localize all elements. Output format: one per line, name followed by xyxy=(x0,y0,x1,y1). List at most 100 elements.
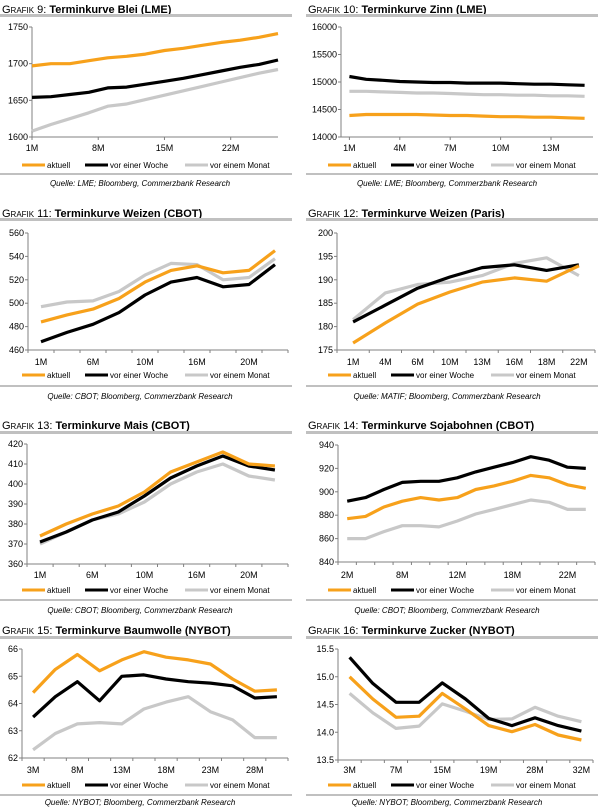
y-tick-label: 480 xyxy=(9,322,24,332)
legend-label: aktuell xyxy=(47,371,70,380)
x-tick-label: 16M xyxy=(188,570,206,580)
aktuell-line xyxy=(31,32,279,68)
chart-title-text: Terminkurve Mais (CBOT) xyxy=(55,420,190,432)
vor-einer-woche-line xyxy=(349,74,585,87)
y-tick-label: 15.0 xyxy=(316,672,334,682)
x-tick-label: 23M xyxy=(202,765,220,775)
y-tick-label: 840 xyxy=(319,557,334,567)
vor-einer-woche-line xyxy=(40,263,276,344)
legend-label: aktuell xyxy=(47,781,70,790)
source-note: Quelle: LME; Bloomberg, Commerzbank Rese… xyxy=(357,179,538,188)
bottom-rule xyxy=(0,173,292,175)
y-tick-label: 16000 xyxy=(312,22,337,32)
x-tick-label: 10M xyxy=(136,357,154,367)
x-tick-label: 3M xyxy=(343,765,356,775)
legend-label: aktuell xyxy=(353,781,376,790)
vor-einem-monat-line xyxy=(40,257,276,309)
source-note: Quelle: LME; Bloomberg, Commerzbank Rese… xyxy=(50,179,231,188)
source-note: Quelle: CBOT; Bloomberg, Commerzbank Res… xyxy=(47,392,233,401)
x-tick-label: 19M xyxy=(480,765,498,775)
y-tick-label: 1600 xyxy=(8,132,28,142)
chart-15: Grafik 15: Terminkurve Baumwolle (NYBOT) 6… xyxy=(0,625,292,807)
title-rule xyxy=(0,218,292,221)
figure-label: Grafik 11: xyxy=(2,208,52,220)
y-tick-label: 180 xyxy=(318,322,333,332)
y-tick-label: 15.5 xyxy=(316,644,334,654)
legend-label: vor einer Woche xyxy=(416,161,475,170)
y-tick-label: 370 xyxy=(8,539,23,549)
chart-title-text: Terminkurve Baumwolle (NYBOT) xyxy=(55,625,231,637)
aktuell-line xyxy=(347,473,587,521)
y-tick-label: 14500 xyxy=(312,105,337,115)
legend-label: aktuell xyxy=(353,371,376,380)
y-tick-label: 195 xyxy=(318,251,333,261)
figure-label: Grafik 15: xyxy=(2,625,52,637)
vor-einer-woche-line xyxy=(31,58,279,99)
x-tick-label: 10M xyxy=(441,357,459,367)
y-tick-label: 460 xyxy=(9,345,24,355)
bottom-rule xyxy=(306,599,598,601)
figure-label: Grafik 13: xyxy=(2,420,52,432)
y-tick-label: 860 xyxy=(319,534,334,544)
legend-label: aktuell xyxy=(47,586,70,595)
y-tick-label: 65 xyxy=(8,671,18,681)
y-tick-label: 540 xyxy=(9,251,24,261)
y-tick-label: 14.5 xyxy=(316,700,334,710)
aktuell-line xyxy=(31,650,277,694)
x-tick-label: 2M xyxy=(341,570,354,580)
source-note: Quelle: CBOT; Bloomberg, Commerzbank Res… xyxy=(47,606,233,615)
aktuell-line xyxy=(348,675,582,742)
aktuell-line xyxy=(40,249,276,324)
y-tick-label: 66 xyxy=(8,644,18,654)
y-tick-label: 190 xyxy=(318,275,333,285)
x-tick-label: 7M xyxy=(444,143,457,153)
chart-title-text: Terminkurve Sojabohnen (CBOT) xyxy=(361,420,534,432)
x-tick-label: 6M xyxy=(86,570,99,580)
y-tick-label: 900 xyxy=(319,487,334,497)
title-rule xyxy=(306,636,598,639)
figure-label: Grafik 9: xyxy=(2,4,46,16)
x-tick-label: 7M xyxy=(390,765,403,775)
y-tick-label: 880 xyxy=(319,510,334,520)
chart-14: Grafik 14: Terminkurve Sojabohnen (CBOT) 8… xyxy=(306,420,598,615)
title-rule xyxy=(0,636,292,639)
title-rule xyxy=(306,14,598,17)
legend-label: vor einem Monat xyxy=(516,371,576,380)
y-tick-label: 200 xyxy=(318,228,333,238)
y-tick-label: 1750 xyxy=(8,22,28,32)
y-tick-label: 14000 xyxy=(312,132,337,142)
y-tick-label: 63 xyxy=(8,726,18,736)
y-tick-label: 13.5 xyxy=(316,755,334,765)
chart-title: Grafik 10: Terminkurve Zinn (LME) xyxy=(308,4,487,16)
y-tick-label: 920 xyxy=(319,463,334,473)
vor-einem-monat-line xyxy=(348,692,582,731)
x-tick-label: 10M xyxy=(136,570,154,580)
chart-title: Grafik 12: Terminkurve Weizen (Paris) xyxy=(308,208,505,220)
chart-11: Grafik 11: Terminkurve Weizen (CBOT) 460 48… xyxy=(0,208,292,401)
x-tick-label: 16M xyxy=(188,357,206,367)
aktuell-line xyxy=(39,450,276,538)
chart-12: Grafik 12: Terminkurve Weizen (Paris) 175 1… xyxy=(306,208,598,401)
x-tick-label: 22M xyxy=(222,143,240,153)
title-rule xyxy=(0,431,292,434)
x-tick-label: 20M xyxy=(240,570,258,580)
vor-einem-monat-line xyxy=(39,462,276,546)
legend-label: vor einem Monat xyxy=(210,371,270,380)
x-tick-label: 32M xyxy=(573,765,591,775)
x-tick-label: 1M xyxy=(35,357,48,367)
legend-label: aktuell xyxy=(353,161,376,170)
title-rule xyxy=(306,218,598,221)
source-note: Quelle: NYBOT; Bloomberg, Commerzbank Re… xyxy=(45,798,236,807)
x-tick-label: 28M xyxy=(246,765,264,775)
x-tick-label: 13M xyxy=(473,357,491,367)
vor-einem-monat-line xyxy=(31,67,279,133)
x-tick-label: 8M xyxy=(396,570,409,580)
legend-label: vor einer Woche xyxy=(416,781,475,790)
vor-einem-monat-line xyxy=(352,256,580,321)
y-tick-label: 390 xyxy=(8,499,23,509)
chart-title-text: Terminkurve Weizen (CBOT) xyxy=(55,208,203,220)
x-tick-label: 18M xyxy=(538,357,556,367)
x-tick-label: 4M xyxy=(394,143,407,153)
x-tick-label: 10M xyxy=(492,143,510,153)
